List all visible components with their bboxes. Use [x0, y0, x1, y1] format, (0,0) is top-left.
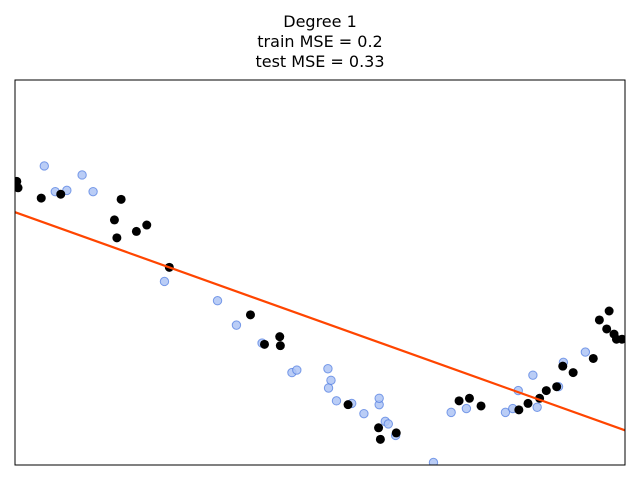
- train-point: [523, 398, 533, 408]
- train-point: [602, 324, 612, 334]
- test-point: [580, 347, 591, 357]
- test-point: [323, 383, 334, 393]
- train-point: [476, 401, 486, 411]
- train-point: [454, 396, 464, 406]
- test-point: [359, 408, 369, 419]
- test-point: [374, 393, 384, 403]
- train-point: [275, 341, 285, 351]
- test-point: [532, 402, 542, 412]
- test-point: [500, 407, 511, 418]
- train-point: [343, 400, 353, 410]
- train-point: [617, 334, 625, 344]
- train-point: [275, 332, 285, 342]
- test-point: [88, 186, 98, 197]
- train-point: [112, 233, 122, 243]
- train-point: [594, 315, 604, 325]
- train-point: [259, 339, 269, 349]
- train-point: [552, 382, 562, 392]
- test-point: [212, 296, 223, 306]
- test-point: [77, 170, 87, 180]
- test-point: [292, 365, 302, 375]
- train-point: [604, 306, 614, 316]
- train-point: [588, 353, 598, 363]
- train-point: [15, 183, 23, 193]
- test-point: [461, 403, 472, 414]
- train-point: [375, 434, 385, 444]
- test-point: [326, 375, 336, 385]
- plot-frame: [14, 79, 626, 466]
- train-point: [36, 193, 46, 203]
- test-point: [428, 457, 439, 465]
- title-line-degree: Degree 1: [283, 12, 357, 31]
- train-point: [464, 393, 474, 403]
- train-point: [116, 194, 126, 204]
- test-point: [331, 396, 342, 406]
- title-line-test-mse: test MSE = 0.33: [255, 52, 385, 71]
- test-point: [446, 407, 456, 418]
- test-point: [39, 161, 49, 171]
- train-point: [56, 189, 66, 199]
- test-point: [323, 364, 333, 374]
- train-point: [541, 386, 551, 396]
- test-point: [159, 276, 170, 287]
- train-point: [558, 361, 568, 371]
- title-line-train-mse: train MSE = 0.2: [257, 32, 383, 51]
- train-point: [131, 226, 141, 236]
- train-point: [245, 310, 255, 320]
- test-point: [528, 370, 538, 380]
- train-point: [514, 405, 524, 415]
- chart-title: Degree 1 train MSE = 0.2 test MSE = 0.33: [0, 12, 640, 72]
- train-point: [142, 220, 152, 230]
- train-point: [391, 428, 401, 438]
- train-point: [109, 215, 119, 225]
- test-point: [383, 419, 394, 429]
- train-point: [374, 423, 384, 433]
- test-point: [231, 320, 242, 330]
- fit-line: [15, 211, 625, 432]
- train-point: [568, 368, 578, 378]
